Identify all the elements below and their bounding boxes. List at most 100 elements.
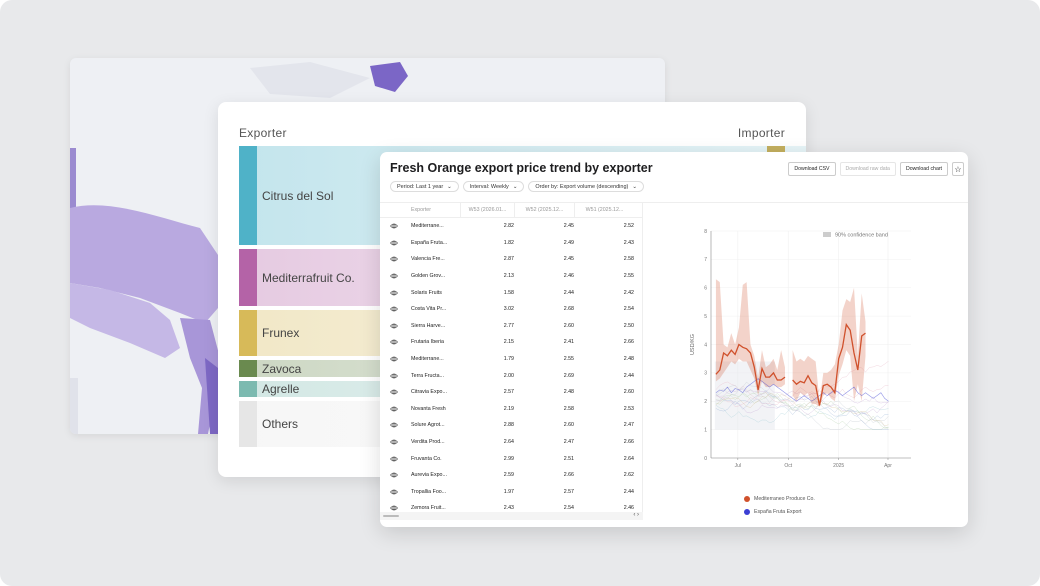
download-csv-button[interactable]: Download CSV [788,162,836,176]
exporter-cell: Solaris Fruits [411,289,442,296]
table-row[interactable]: Tropallia Foo... 1.97 2.57 2.44 [380,484,643,501]
column-header-w53[interactable]: W53 (2026.01... [460,202,514,217]
sankey-node[interactable] [239,360,257,377]
table-row[interactable]: Mediterrane... 1.79 2.55 2.48 [380,351,643,368]
sankey-node[interactable] [239,249,257,306]
price-cell: 2.42 [623,289,634,296]
legend-dot [744,496,750,502]
table-row[interactable]: Aurevia Expo... 2.59 2.66 2.62 [380,467,643,484]
eye-icon[interactable] [390,500,398,517]
eye-icon[interactable] [390,484,398,501]
table-row[interactable]: Solure Agrot... 2.88 2.60 2.47 [380,417,643,434]
price-cell: 2.44 [623,372,634,379]
legend-item-espana[interactable]: España Fruta Export [744,509,802,515]
period-filter-label: Period: Last 1 year [397,183,444,190]
eye-icon[interactable] [390,301,398,318]
price-cell: 2.48 [623,356,634,363]
eye-icon[interactable] [390,334,398,351]
price-cell: 2.51 [563,455,574,462]
price-cell: 2.47 [563,439,574,446]
table-row[interactable]: Fruvanta Co. 2.99 2.51 2.64 [380,450,643,467]
price-cell: 2.19 [503,405,514,412]
sankey-node-label: Others [262,417,299,431]
table-header: Exporter W53 (2026.01... W52 (2025.12...… [380,202,643,218]
table-row[interactable]: Valencia Fre... 2.87 2.45 2.58 [380,251,643,268]
price-cell: 2.62 [623,472,634,479]
table-row[interactable]: Golden Grov... 2.13 2.46 2.55 [380,268,643,285]
period-filter[interactable]: Period: Last 1 year ⌄ [390,181,459,192]
eye-icon[interactable] [390,434,398,451]
series-line-mediterraneo [715,322,866,406]
price-cell: 2.60 [563,322,574,329]
sankey-node[interactable] [239,310,257,356]
download-raw-data-button[interactable]: Download raw data [839,162,896,176]
table-row[interactable]: Frutaria Iberia 2.15 2.41 2.66 [380,334,643,351]
confidence-band [792,287,866,407]
table-row[interactable]: Citravia Expo... 2.57 2.48 2.60 [380,384,643,401]
price-cell: 2.54 [563,505,574,512]
eye-icon[interactable] [390,467,398,484]
sankey-node[interactable] [239,146,257,245]
table-row[interactable]: Novanta Fresh 2.19 2.58 2.53 [380,401,643,418]
column-header-w52[interactable]: W52 (2025.12... [514,202,574,217]
table-row[interactable]: Mediterrane... 2.82 2.45 2.52 [380,218,643,235]
eye-icon[interactable] [390,251,398,268]
price-cell: 2.52 [623,223,634,230]
y-axis-label: USD/KG [690,334,696,355]
eye-icon[interactable] [390,384,398,401]
legend-dot [744,509,750,515]
price-cell: 2.44 [623,488,634,495]
sankey-node[interactable] [239,401,257,447]
chart-svg: 0 1 2 3 4 5 6 7 8 Jul Oct 2025 Apr USD/KG 90% confiden… [690,229,911,469]
sankey-node[interactable] [239,381,257,397]
sankey-node-label: Agrelle [262,382,300,396]
price-cell: 2.43 [503,505,514,512]
table-row[interactable]: Costa Vita Pr... 3.02 2.68 2.54 [380,301,643,318]
table-row[interactable]: España Fruta... 1.82 2.49 2.43 [380,235,643,252]
price-cell: 2.45 [563,256,574,263]
price-cell: 2.77 [503,322,514,329]
background-series-line [715,392,889,429]
scroll-arrows[interactable]: ‹ › [633,512,639,518]
price-cell: 2.87 [503,256,514,263]
interval-filter-label: Interval: Weekly [469,183,509,190]
exporter-cell: Solure Agrot... [411,422,445,429]
scrollbar-thumb[interactable] [383,515,399,517]
confidence-band [715,279,785,396]
y-tick-label: 5 [704,314,707,320]
price-cell: 2.46 [623,505,634,512]
price-cell: 1.82 [503,239,514,246]
horizontal-scrollbar[interactable]: ‹ › [380,512,643,520]
eye-icon[interactable] [390,367,398,384]
eye-icon[interactable] [390,318,398,335]
column-header-w51[interactable]: W51 (2025.12... [574,202,634,217]
interval-filter[interactable]: Interval: Weekly ⌄ [462,181,525,192]
legend-item-mediterraneo[interactable]: Mediterraneo Produce Co. [744,496,815,502]
table-row[interactable]: Terra Fructa... 2.00 2.69 2.44 [380,367,643,384]
price-cell: 2.47 [623,422,634,429]
eye-icon[interactable] [390,218,398,235]
eye-icon[interactable] [390,417,398,434]
eye-icon[interactable] [390,284,398,301]
download-chart-button[interactable]: Download chart [899,162,948,176]
price-trend-card: Fresh Orange export price trend by expor… [380,152,968,527]
table-row[interactable]: Solaris Fruits 1.58 2.44 2.42 [380,284,643,301]
price-cell: 2.15 [503,339,514,346]
table-row[interactable]: Verdita Prod... 2.64 2.47 2.66 [380,434,643,451]
table-row[interactable]: Sierra Harve... 2.77 2.60 2.50 [380,318,643,335]
price-cell: 2.88 [503,422,514,429]
eye-icon[interactable] [390,450,398,467]
order-filter[interactable]: Order by: Export volume (descending) ⌄ [528,181,644,192]
price-cell: 2.48 [563,389,574,396]
table-row[interactable]: Zemora Fruit... 2.43 2.54 2.46 [380,500,643,517]
price-cell: 2.82 [503,223,514,230]
eye-icon[interactable] [390,401,398,418]
column-header-exporter[interactable]: Exporter [411,206,432,213]
price-cell: 2.57 [563,488,574,495]
eye-icon[interactable] [390,351,398,368]
star-icon[interactable]: ☆ [952,162,964,176]
eye-icon[interactable] [390,235,398,252]
exporter-header: Exporter [239,126,287,140]
eye-icon[interactable] [390,268,398,285]
